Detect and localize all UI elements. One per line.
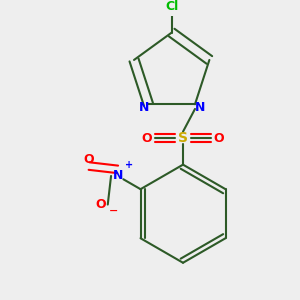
- Text: Cl: Cl: [165, 0, 178, 13]
- Text: O: O: [214, 132, 224, 145]
- Text: N: N: [139, 100, 149, 114]
- Text: O: O: [96, 198, 106, 211]
- Text: O: O: [142, 132, 152, 145]
- Text: O: O: [84, 153, 94, 166]
- Text: −: −: [109, 206, 118, 216]
- Text: +: +: [125, 160, 133, 170]
- Text: N: N: [112, 169, 123, 182]
- Text: N: N: [194, 100, 205, 114]
- Text: S: S: [178, 131, 188, 145]
